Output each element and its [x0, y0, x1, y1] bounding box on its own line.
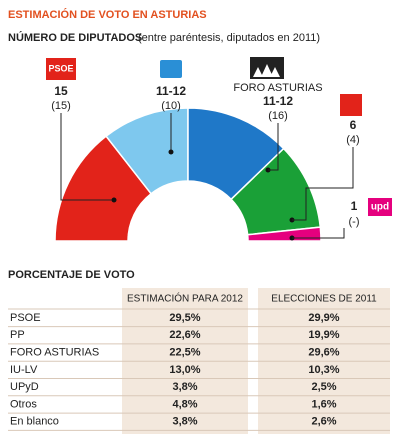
seats-2011: (10)	[161, 100, 181, 112]
psoe-logo	[46, 58, 76, 80]
cell: 10,3%	[308, 364, 339, 376]
seats: 11-12	[156, 84, 186, 98]
cell: 4,8%	[172, 398, 197, 410]
table: ESTIMACIÓN PARA 2012 ELECCIONES DE 2011 PS…	[8, 292, 390, 431]
row-label: UPyD	[10, 381, 39, 393]
row-label: En blanco	[10, 416, 59, 428]
logo-text: PSOE	[48, 63, 73, 73]
cell: 2,5%	[311, 381, 336, 393]
logo-text: upd	[371, 202, 389, 213]
cell: 2,6%	[311, 416, 336, 428]
foro-logo-icon	[253, 64, 280, 77]
upyd-logo	[368, 198, 392, 216]
row-label: FORO ASTURIAS	[10, 347, 99, 359]
cell: 3,8%	[172, 381, 197, 393]
seats-2011: (16)	[268, 110, 288, 122]
cell: 19,9%	[308, 329, 339, 341]
column-header: ELECCIONES DE 2011	[271, 294, 377, 305]
seats-2011: (15)	[51, 100, 71, 112]
seats: 15	[54, 84, 68, 98]
party-name: FORO ASTURIAS	[233, 82, 322, 94]
seats: 6	[350, 118, 357, 132]
hemicycle	[54, 107, 322, 242]
leader-line	[268, 123, 279, 171]
cell: 22,5%	[169, 347, 200, 359]
pp-logo	[160, 60, 182, 78]
cell: 29,6%	[308, 347, 339, 359]
subtitle: NÚMERO DE DIPUTADOS	[8, 31, 142, 44]
seats-2011: (-)	[349, 216, 360, 228]
row-label: IU-LV	[10, 364, 38, 376]
cell: 22,6%	[169, 329, 200, 341]
cell: 29,9%	[308, 312, 339, 324]
seats: 1	[351, 199, 358, 213]
title: ESTIMACIÓN DE VOTO EN ASTURIAS	[8, 8, 207, 21]
cell: 29,5%	[169, 312, 200, 324]
row-label: Otros	[10, 398, 37, 410]
iu-logo	[340, 94, 362, 116]
seats: 11-12	[263, 94, 293, 108]
table-title: PORCENTAJE DE VOTO	[8, 269, 135, 281]
leader-line	[292, 228, 345, 239]
subtitle-note: (entre paréntesis, diputados en 2011)	[138, 32, 320, 44]
leader-line	[60, 113, 112, 201]
seats-2011: (4)	[346, 134, 359, 146]
cell: 3,8%	[172, 416, 197, 428]
leader-dot	[111, 197, 117, 203]
row-label: PSOE	[10, 312, 41, 324]
leader-line	[292, 147, 354, 221]
row-label: PP	[10, 329, 25, 341]
cell: 13,0%	[169, 364, 200, 376]
column-header: ESTIMACIÓN PARA 2012	[127, 292, 243, 305]
leader-dot	[168, 149, 174, 155]
cell: 1,6%	[311, 398, 336, 410]
